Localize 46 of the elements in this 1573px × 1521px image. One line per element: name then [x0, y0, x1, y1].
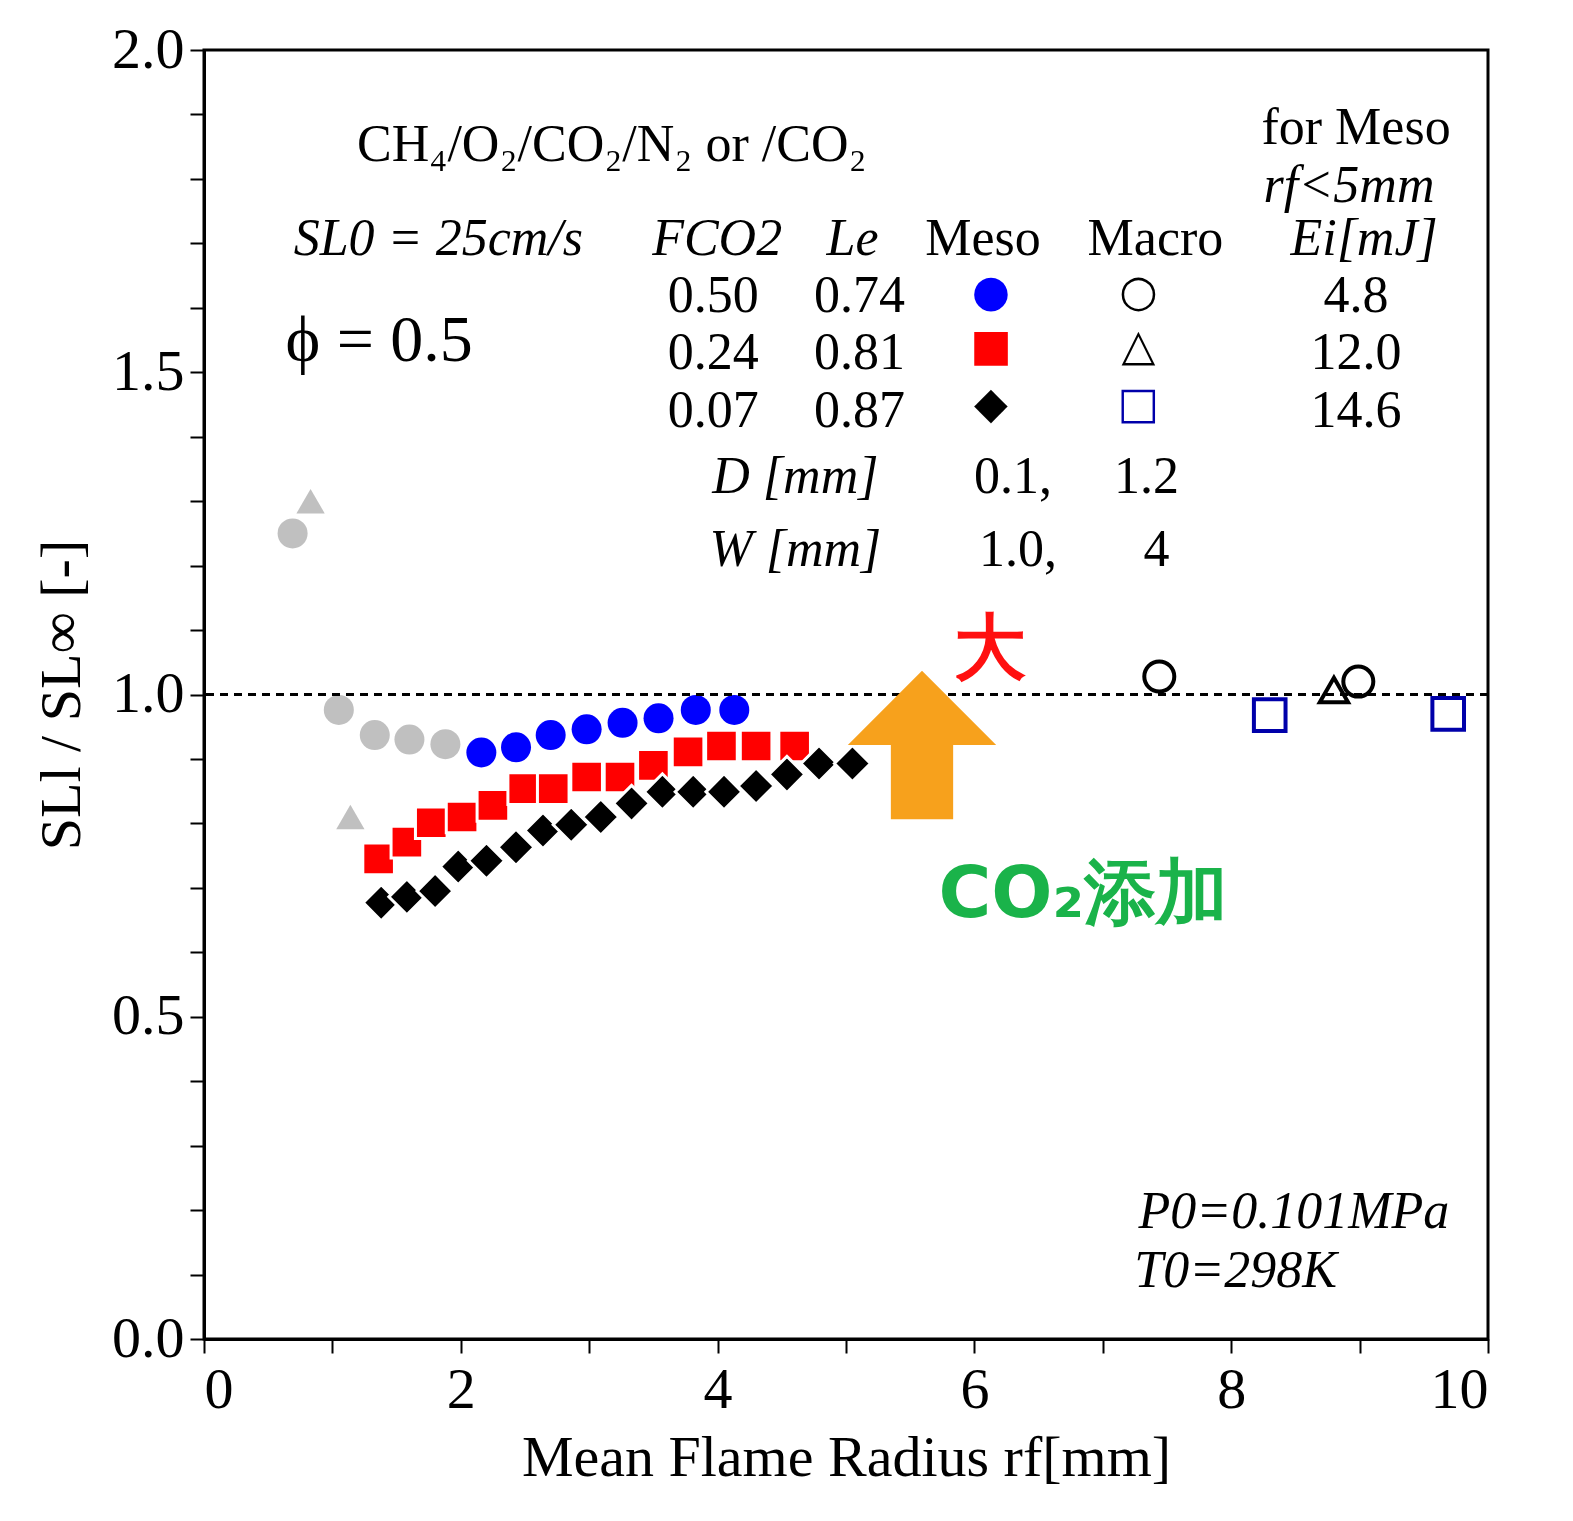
annotation: 14.6 [1310, 381, 1402, 439]
annotation: 0.87 [814, 381, 906, 439]
annotation: ○ [1119, 264, 1158, 316]
annotation: Meso [925, 208, 1041, 266]
annotation: ● [971, 264, 1011, 316]
x-tick-label: 10 [1430, 1355, 1489, 1421]
y-tick-label: 0.5 [112, 982, 185, 1048]
y-tick-label: 2.0 [112, 15, 185, 81]
annotation: △ [1121, 319, 1156, 371]
annotation: for Meso [1261, 98, 1451, 156]
annotation: W [mm] [709, 519, 882, 577]
annotation: D [mm] [711, 447, 879, 505]
annotation: SL0 = 25cm/s [293, 208, 583, 266]
annotation: CO₂添加 [938, 849, 1229, 934]
annotation: T0=298K [1134, 1240, 1340, 1298]
y-tick-label: 1.0 [112, 660, 185, 725]
annotation: 0.1, [974, 447, 1053, 505]
annotation: P0=0.101MPa [1137, 1181, 1450, 1239]
annotation: 4.8 [1323, 265, 1389, 323]
annotation: 0.07 [667, 381, 759, 439]
annotation: 1.2 [1113, 447, 1179, 505]
annotation: CH₄/O₂/CO₂/N₂ or /CO₂ [357, 115, 867, 173]
annotation: 4 [1143, 519, 1170, 577]
x-tick-label: 0 [204, 1355, 234, 1421]
annotation: 0.74 [814, 265, 906, 323]
y-axis-title: SLl / SL∞ [-] [28, 539, 93, 851]
annotation: Macro [1087, 208, 1224, 266]
annotation: Le [825, 208, 879, 266]
annotation: □ [1117, 377, 1160, 429]
annotation: 12.0 [1310, 323, 1402, 381]
annotation: 0.50 [667, 265, 759, 323]
annotation: 大 [953, 604, 1026, 689]
annotation: 0.81 [814, 323, 906, 381]
x-axis-title: Mean Flame Radius rf[mm] [521, 1423, 1172, 1489]
x-tick-label: 6 [960, 1355, 990, 1421]
annotation: ϕ = 0.5 [285, 302, 473, 376]
y-tick-label: 1.5 [112, 337, 185, 403]
annotation: 1.0, [979, 519, 1058, 577]
x-tick-label: 8 [1217, 1355, 1247, 1421]
x-tick-label: 2 [446, 1355, 476, 1421]
x-tick-label: 4 [703, 1355, 733, 1421]
annotation: 0.24 [667, 323, 759, 381]
annotation: FCO2 [651, 208, 783, 266]
annotation: ◆ [974, 377, 1009, 429]
annotation: ■ [970, 319, 1012, 371]
y-tick-label: 0.0 [112, 1304, 185, 1370]
